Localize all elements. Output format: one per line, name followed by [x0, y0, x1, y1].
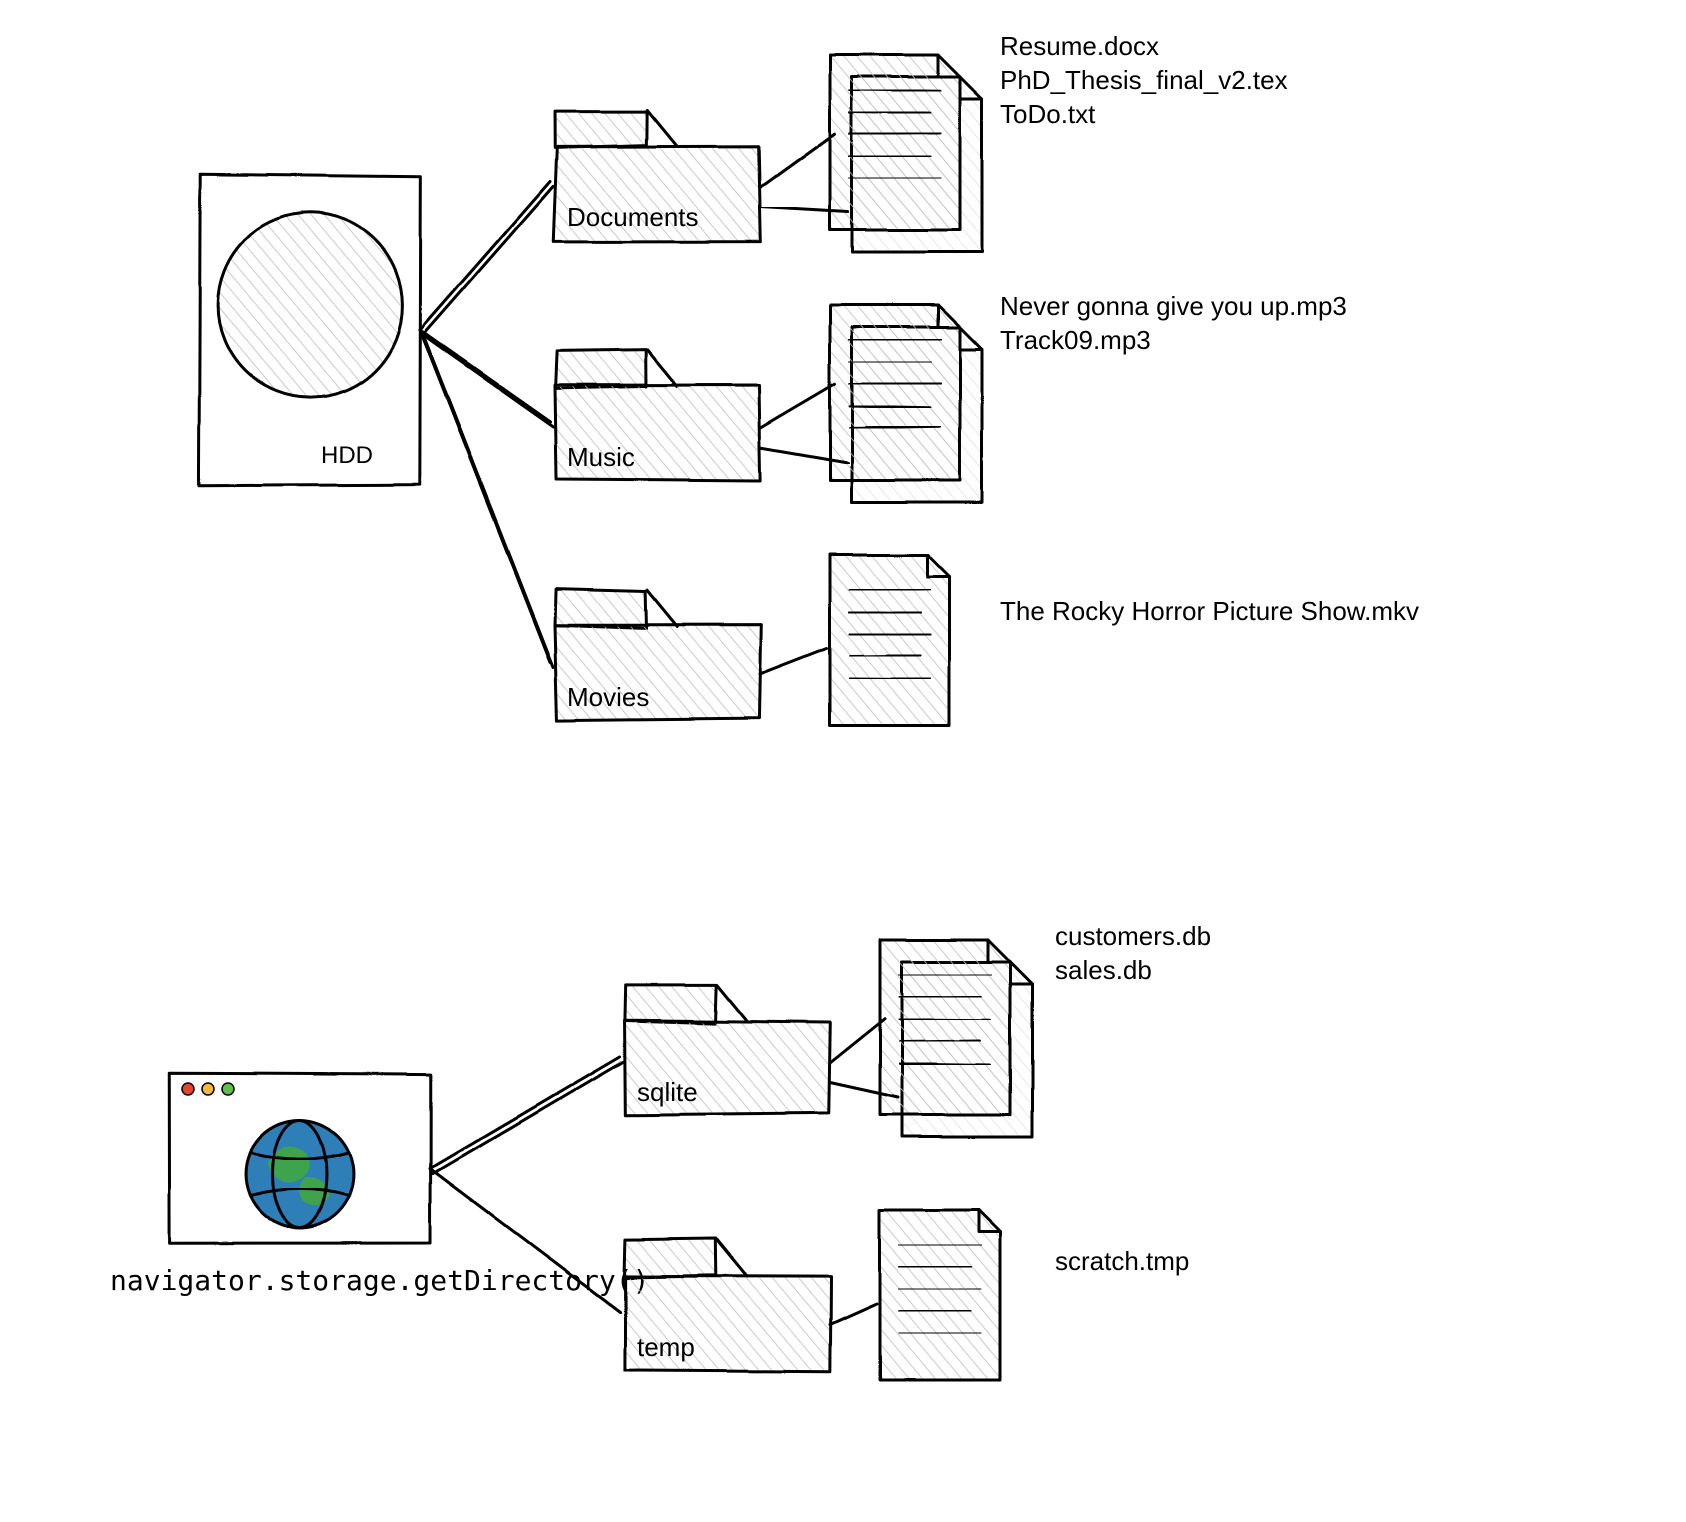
file-stack-music	[830, 305, 982, 502]
edge-documents-files-a	[760, 134, 835, 188]
folder-tab	[555, 589, 647, 628]
folder-label: Documents	[567, 202, 699, 232]
edge-movies-files	[760, 649, 827, 675]
file-list-music: Never gonna give you up.mp3 Track09.mp3	[1000, 291, 1347, 355]
edge-temp-files	[830, 1304, 877, 1325]
file-stack-sqlite	[880, 940, 1032, 1137]
file-list-movies: The Rocky Horror Picture Show.mkv	[1000, 596, 1419, 626]
file-list-documents: Resume.docx PhD_Thesis_final_v2.tex ToDo.t…	[1000, 31, 1288, 129]
edge-hdd-documents	[420, 182, 553, 336]
edge-browser-sqlite	[430, 1057, 623, 1174]
window-dot-icon	[222, 1083, 234, 1095]
folder-tab	[624, 1239, 716, 1278]
folder-tab	[555, 350, 646, 389]
file-list-temp: scratch.tmp	[1055, 1246, 1189, 1276]
edge-music-files-a	[760, 384, 835, 428]
file-name: Resume.docx	[1000, 31, 1159, 61]
folder-movies: Movies	[555, 589, 762, 721]
folder-music: Music	[554, 350, 760, 481]
folder-tab	[555, 112, 648, 148]
api-label: navigator.storage.getDirectory()	[110, 1264, 649, 1297]
file-name: Never gonna give you up.mp3	[1000, 291, 1347, 321]
file-stack-temp	[880, 1210, 1000, 1380]
folder-label: sqlite	[637, 1077, 698, 1107]
folder-temp: temp	[624, 1239, 831, 1372]
browser-icon: navigator.storage.getDirectory()	[110, 1073, 649, 1297]
file-name: PhD_Thesis_final_v2.tex	[1000, 65, 1288, 95]
file-name: ToDo.txt	[1000, 99, 1096, 129]
file-name: Track09.mp3	[1000, 325, 1151, 355]
folder-sqlite: sqlite	[625, 985, 831, 1115]
folder-label: Music	[567, 442, 635, 472]
folder-label: Movies	[567, 682, 649, 712]
file-name: sales.db	[1055, 955, 1152, 985]
file-name: scratch.tmp	[1055, 1246, 1189, 1276]
file-stack-documents	[830, 55, 982, 252]
file-list-sqlite: customers.db sales.db	[1055, 921, 1211, 985]
folder-documents: Documents	[553, 110, 761, 242]
file-name: customers.db	[1055, 921, 1211, 951]
edge-sqlite-files-a	[830, 1019, 885, 1063]
folder-tab	[625, 985, 717, 1023]
window-dot-icon	[182, 1083, 194, 1095]
folder-label: temp	[637, 1332, 695, 1362]
hdd-platter	[218, 213, 403, 398]
window-dot-icon	[202, 1083, 214, 1095]
file-name: The Rocky Horror Picture Show.mkv	[1000, 596, 1419, 626]
file-stack-movies	[830, 555, 950, 725]
hdd-label: HDD	[321, 442, 373, 469]
globe-icon	[246, 1120, 354, 1228]
hdd-icon: HDD	[199, 174, 421, 485]
